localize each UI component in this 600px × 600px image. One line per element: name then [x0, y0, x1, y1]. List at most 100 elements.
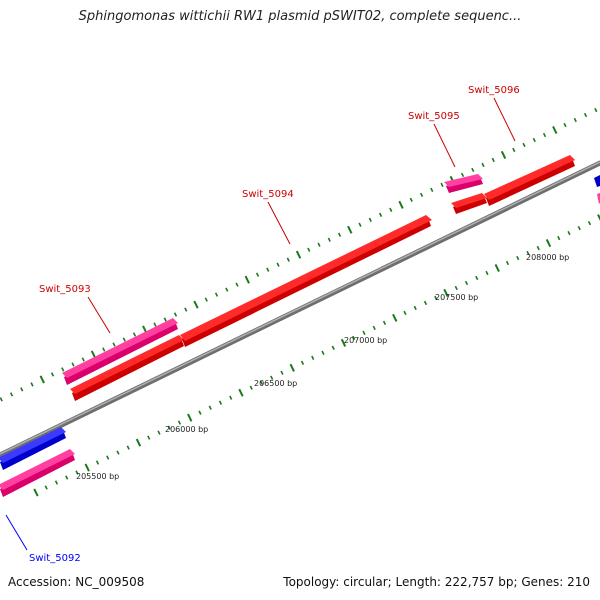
tick-mark — [132, 332, 137, 337]
gene-label-swit-5092[interactable]: Swit_5092 — [29, 553, 81, 564]
tick-mark — [112, 342, 116, 347]
tick-mark — [552, 125, 558, 135]
tick-mark — [340, 338, 347, 347]
tick-mark — [430, 187, 434, 193]
gene-swit-5092-cds[interactable] — [0, 427, 66, 470]
leader-swit-5096 — [493, 97, 516, 142]
tick-mark — [368, 217, 372, 222]
tick-mark — [481, 162, 485, 168]
tick-mark — [392, 313, 398, 322]
tick-mark — [505, 260, 510, 266]
tick-mark — [235, 282, 239, 287]
tick-mark — [475, 275, 479, 281]
tick-mark — [372, 325, 376, 331]
tick-mark — [167, 425, 171, 430]
tick-mark — [30, 382, 34, 387]
gene-swit-5094-cds[interactable] — [180, 215, 432, 347]
bp-label-206500: 206500 bp — [254, 379, 297, 388]
tick-mark — [573, 117, 577, 123]
tick-mark — [464, 280, 469, 286]
gene-label-swit-5096[interactable]: Swit_5096 — [468, 85, 520, 96]
tick-mark — [389, 207, 393, 212]
tick-mark — [153, 322, 157, 327]
tick-mark — [106, 455, 110, 460]
gene-swit-5093-bar[interactable] — [62, 318, 178, 385]
tick-mark — [382, 320, 387, 326]
tick-mark — [50, 372, 55, 377]
tick-mark — [567, 230, 571, 236]
gene-label-swit-5093[interactable]: Swit_5093 — [39, 284, 91, 295]
gene-label-swit-5094[interactable]: Swit_5094 — [242, 189, 294, 200]
tick-mark — [266, 267, 270, 272]
tick-marks — [0, 107, 600, 497]
tick-mark — [485, 270, 489, 276]
tick-mark — [0, 397, 3, 402]
tick-mark — [225, 287, 229, 292]
gene-swit-5095-cds[interactable] — [451, 193, 487, 214]
tick-mark — [193, 300, 199, 309]
bp-label-208000: 208000 bp — [526, 253, 569, 262]
tick-mark — [218, 400, 223, 405]
tick-mark — [244, 275, 250, 284]
tick-mark — [81, 357, 85, 362]
accession-label: Accession: NC_009508 — [8, 575, 145, 589]
tick-mark — [214, 292, 219, 297]
tick-mark — [95, 460, 100, 465]
tick-mark — [102, 347, 106, 352]
gene-swit-5092-bar[interactable] — [0, 449, 75, 497]
tick-mark — [409, 197, 413, 202]
tick-mark — [300, 360, 305, 365]
tick-mark — [419, 192, 424, 198]
tick-mark — [443, 288, 449, 297]
tick-mark — [163, 317, 167, 322]
tick-mark — [594, 107, 598, 113]
tick-mark — [500, 150, 507, 159]
tick-mark — [563, 122, 567, 128]
tick-mark — [249, 385, 253, 390]
leader-swit-5094 — [267, 201, 291, 245]
tick-mark — [184, 307, 188, 312]
tick-mark — [286, 257, 290, 262]
tick-mark — [454, 285, 458, 291]
tick-mark — [542, 132, 547, 138]
tick-mark — [423, 300, 428, 306]
gene-edge-reverse-cds[interactable] — [594, 175, 600, 187]
bp-label-205500: 205500 bp — [76, 472, 119, 481]
tick-mark — [116, 450, 120, 455]
gene-swit-5095-bar[interactable] — [444, 174, 483, 193]
tick-mark — [9, 392, 14, 397]
tick-mark — [545, 239, 552, 248]
tick-mark — [491, 157, 495, 163]
tick-mark — [177, 420, 182, 425]
tick-mark — [173, 312, 178, 317]
tick-mark — [403, 310, 407, 316]
gene-swit-5096-cds[interactable] — [484, 155, 575, 206]
bp-label-207500: 207500 bp — [435, 293, 478, 302]
tick-mark — [122, 337, 126, 342]
sequence-summary: Topology: circular; Length: 222,757 bp; … — [283, 575, 590, 589]
tick-mark — [208, 405, 212, 410]
tick-mark — [126, 445, 130, 450]
gene-swit-5093-cds[interactable] — [70, 335, 184, 401]
tick-mark — [358, 222, 362, 227]
leader-swit-5095 — [433, 123, 456, 168]
tick-mark — [522, 142, 526, 148]
tick-mark — [259, 380, 264, 385]
tick-mark — [337, 232, 342, 237]
tick-mark — [39, 375, 45, 384]
leader-swit-5092 — [5, 514, 28, 551]
tick-mark — [238, 388, 244, 397]
gene-edge-bar[interactable] — [597, 193, 600, 204]
tick-mark — [362, 330, 366, 336]
gene-label-swit-5095[interactable]: Swit_5095 — [408, 111, 460, 122]
tick-mark — [331, 345, 335, 350]
tick-mark — [187, 413, 193, 422]
tick-mark — [61, 367, 65, 372]
tick-mark — [54, 480, 59, 485]
tick-mark — [307, 247, 311, 252]
tick-mark — [84, 463, 90, 472]
tick-mark — [440, 182, 444, 188]
tick-mark — [204, 297, 208, 302]
tick-mark — [44, 485, 48, 490]
